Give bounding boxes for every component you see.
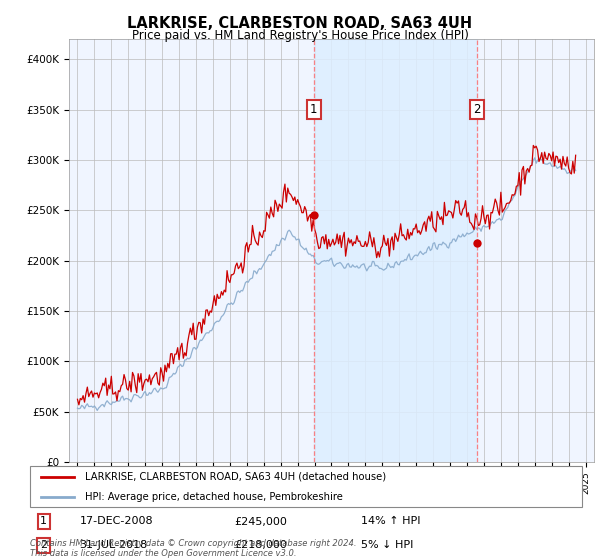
Text: 17-DEC-2008: 17-DEC-2008 (80, 516, 154, 526)
Text: Contains HM Land Registry data © Crown copyright and database right 2024.
This d: Contains HM Land Registry data © Crown c… (30, 539, 356, 558)
Text: 1: 1 (310, 103, 317, 116)
Text: 2: 2 (473, 103, 481, 116)
Text: 14% ↑ HPI: 14% ↑ HPI (361, 516, 421, 526)
Text: £245,000: £245,000 (234, 516, 287, 526)
Text: LARKRISE, CLARBESTON ROAD, SA63 4UH (detached house): LARKRISE, CLARBESTON ROAD, SA63 4UH (det… (85, 472, 386, 482)
Text: Price paid vs. HM Land Registry's House Price Index (HPI): Price paid vs. HM Land Registry's House … (131, 29, 469, 42)
Bar (314, 39, 477, 462)
Text: 2: 2 (40, 540, 47, 550)
Text: £218,000: £218,000 (234, 540, 287, 550)
Text: HPI: Average price, detached house, Pembrokeshire: HPI: Average price, detached house, Pemb… (85, 492, 343, 502)
Text: 1: 1 (40, 516, 47, 526)
Text: LARKRISE, CLARBESTON ROAD, SA63 4UH: LARKRISE, CLARBESTON ROAD, SA63 4UH (127, 16, 473, 31)
Text: 5% ↓ HPI: 5% ↓ HPI (361, 540, 413, 550)
FancyBboxPatch shape (30, 466, 582, 507)
Text: 31-JUL-2018: 31-JUL-2018 (80, 540, 148, 550)
